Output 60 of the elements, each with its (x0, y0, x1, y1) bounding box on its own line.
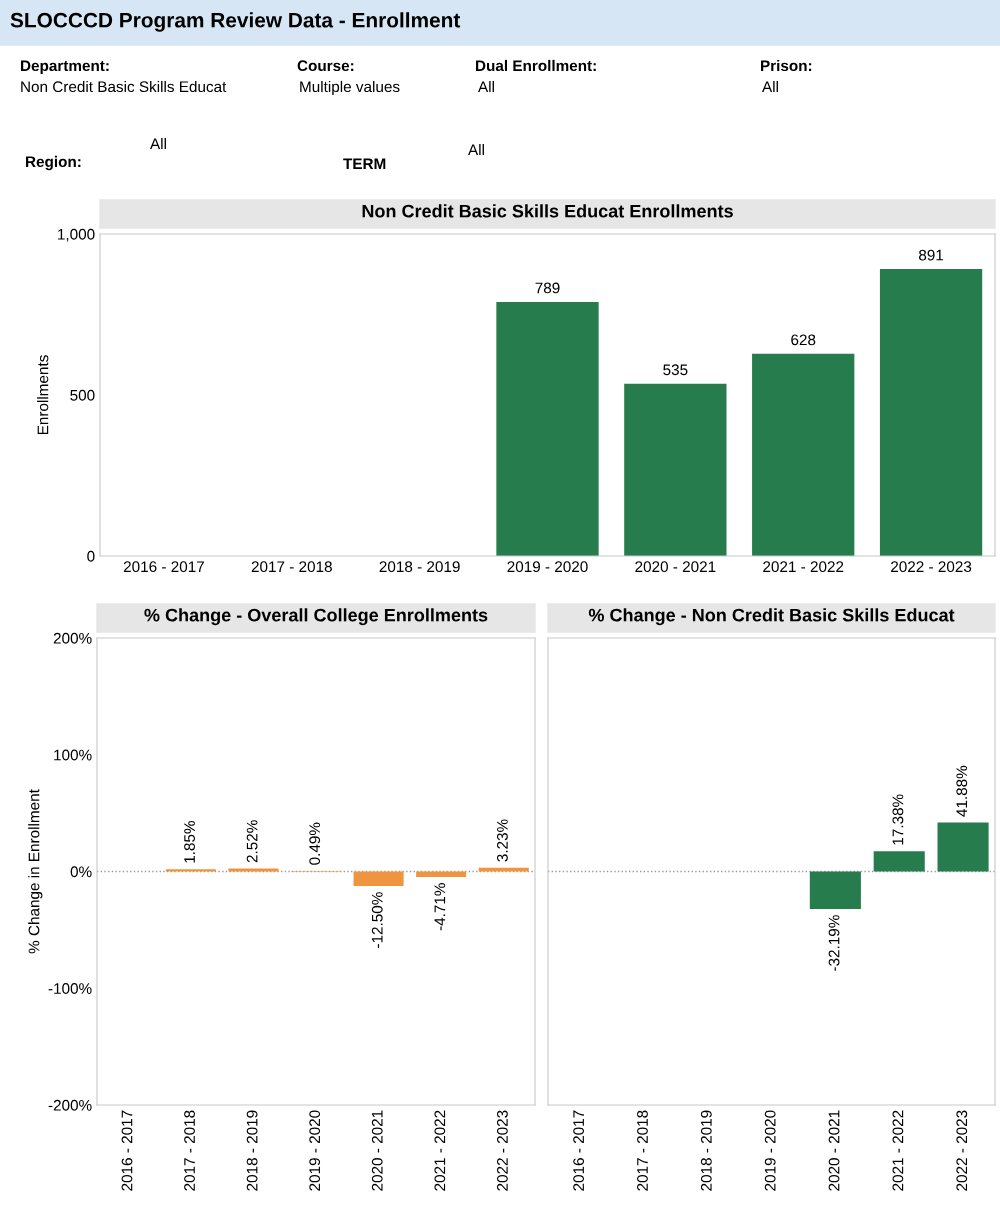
x-tick-label: 2021 - 2022 (892, 1110, 904, 1191)
y-axis-title: Enrollments (37, 355, 49, 435)
data-label: 3.23% (497, 819, 508, 862)
y-tick-label: -200% (48, 1099, 92, 1111)
text: All (468, 143, 484, 155)
data-label: 628 (791, 334, 816, 346)
text: Non Credit Basic Skills Educat (21, 80, 227, 93)
text: Region: (26, 155, 81, 171)
x-tick-label: 2019 - 2020 (764, 1110, 776, 1191)
y-tick-label: 100% (54, 749, 92, 761)
x-tick-label: 2020 - 2021 (635, 561, 716, 573)
x-tick-label: 2017 - 2018 (251, 561, 332, 573)
x-tick-label: 2020 - 2021 (371, 1110, 383, 1191)
chart-title: % Change - Non Credit Basic Skills Educat (588, 608, 955, 626)
x-tick-label: 2016 - 2017 (121, 1110, 133, 1191)
x-tick-label: 2019 - 2020 (309, 1110, 321, 1191)
x-tick-label: 2022 - 2023 (956, 1110, 968, 1191)
text: Course: (297, 60, 354, 72)
data-label: -12.50% (371, 892, 383, 948)
y-tick-label: 0 (87, 550, 95, 562)
x-tick-label: 2019 - 2020 (507, 561, 588, 573)
x-tick-label: 2018 - 2019 (379, 561, 460, 573)
data-label: -4.71% (434, 883, 446, 931)
x-tick-label: 2020 - 2021 (828, 1110, 840, 1191)
data-label: 1.85% (184, 821, 195, 863)
y-tick-label: 0% (70, 866, 92, 878)
x-tick-label: 2017 - 2018 (637, 1110, 648, 1191)
y-tick-label: 1,000 (58, 228, 95, 242)
data-label: 0.49% (309, 822, 321, 865)
text: SLOCCCD Program Review Data - Enrollment (10, 12, 461, 32)
x-tick-label: 2021 - 2022 (763, 561, 844, 573)
y-tick-label: -100% (48, 983, 92, 994)
data-label: 2.52% (246, 820, 258, 863)
x-tick-label: 2021 - 2022 (434, 1110, 446, 1191)
chart-title: Non Credit Basic Skills Educat Enrollments (362, 204, 733, 218)
data-label: 17.38% (892, 794, 904, 845)
data-label: 891 (918, 249, 944, 261)
text: Prison: (761, 59, 812, 72)
data-label: -32.19% (828, 915, 840, 971)
x-tick-label: 2016 - 2017 (573, 1110, 585, 1191)
text: TERM (343, 158, 386, 169)
y-tick-label: 200% (53, 632, 92, 644)
data-label: 789 (535, 282, 560, 294)
chart-title: % Change - Overall College Enrollments (144, 608, 488, 626)
data-label: 535 (663, 364, 688, 376)
text: Multiple values (300, 80, 400, 96)
text: All (762, 80, 778, 92)
x-tick-label: 2017 - 2018 (184, 1110, 195, 1191)
x-tick-label: 2022 - 2023 (891, 561, 972, 573)
y-axis-title: % Change in Enrollment (28, 789, 43, 954)
x-tick-label: 2018 - 2019 (700, 1110, 712, 1191)
text: Department: (21, 60, 109, 75)
data-label: 41.88% (956, 765, 968, 817)
text: Dual Enrollment: (476, 59, 596, 72)
x-tick-label: 2022 - 2023 (497, 1110, 508, 1191)
text: All (478, 80, 494, 92)
y-tick-label: 500 (70, 389, 95, 401)
x-tick-label: 2018 - 2019 (246, 1110, 258, 1191)
x-tick-label: 2016 - 2017 (123, 561, 204, 573)
text: All (150, 137, 166, 149)
